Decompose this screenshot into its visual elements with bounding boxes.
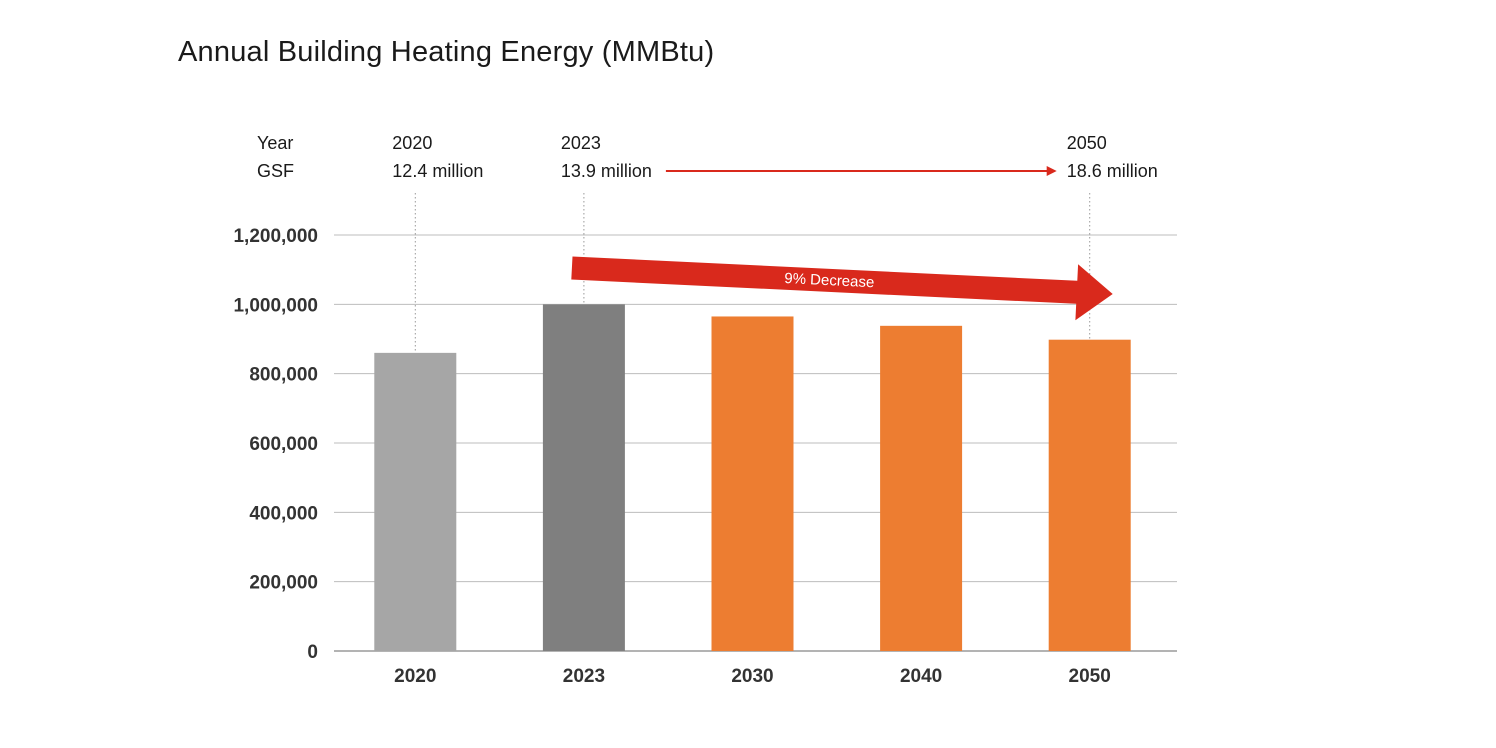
bar — [374, 352, 457, 651]
decrease-arrow — [571, 256, 1113, 321]
x-tick-label: 2030 — [731, 666, 773, 687]
y-tick-label: 800,000 — [249, 365, 318, 386]
y-tick-label: 1,000,000 — [233, 295, 318, 316]
header-gsf-label: GSF — [257, 161, 294, 181]
annotation-gsf: 12.4 million — [392, 161, 483, 181]
chart-title: Annual Building Heating Energy (MMBtu) — [178, 36, 715, 68]
bar — [880, 325, 963, 651]
y-tick-label: 400,000 — [249, 503, 318, 524]
x-tick-label: 2020 — [394, 666, 436, 687]
y-tick-label: 600,000 — [249, 434, 318, 455]
y-tick-label: 0 — [307, 642, 318, 663]
bar — [1048, 339, 1131, 651]
decrease-arrow-label: 9% Decrease — [784, 270, 875, 291]
gsf-growth-arrow-head — [1046, 166, 1057, 176]
x-tick-label: 2023 — [563, 666, 605, 687]
y-tick-label: 200,000 — [249, 573, 318, 594]
y-tick-label: 1,200,000 — [233, 226, 318, 247]
annotation-year: 2020 — [392, 133, 432, 153]
annotation-gsf: 13.9 million — [561, 161, 652, 181]
x-tick-label: 2040 — [900, 666, 942, 687]
header-year-label: Year — [257, 133, 293, 153]
annotation-year: 2050 — [1067, 133, 1107, 153]
bar — [711, 316, 794, 651]
bar — [542, 304, 625, 651]
annotation-gsf: 18.6 million — [1067, 161, 1158, 181]
annotation-year: 2023 — [561, 133, 601, 153]
x-tick-label: 2050 — [1069, 666, 1111, 687]
